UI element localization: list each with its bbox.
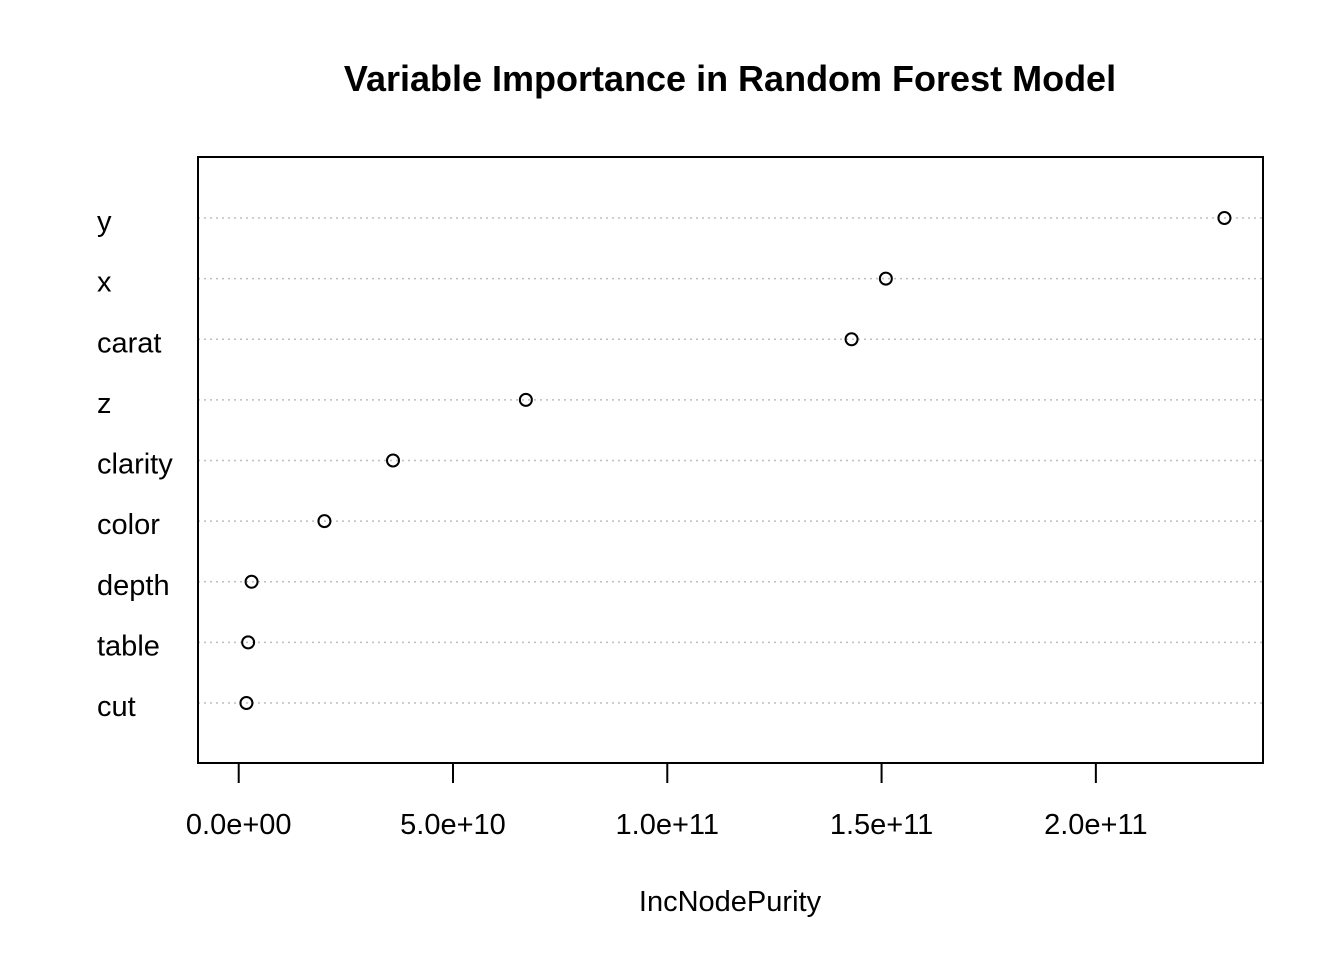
data-point-carat bbox=[844, 332, 859, 347]
data-point-clarity bbox=[386, 453, 400, 468]
category-label-x: x bbox=[97, 267, 112, 299]
category-label-clarity: clarity bbox=[97, 449, 173, 481]
category-label-depth: depth bbox=[97, 570, 170, 602]
x-tick-label-1: 5.0e+10 bbox=[400, 809, 506, 841]
data-point-color bbox=[317, 514, 332, 529]
x-axis: 0.0e+00 5.0e+10 1.0e+11 1.5e+11 2.0e+11 bbox=[186, 762, 1148, 841]
data-point-x bbox=[878, 271, 893, 286]
x-tick-label-0: 0.0e+00 bbox=[186, 809, 292, 841]
category-label-cut: cut bbox=[97, 691, 136, 723]
data-point-y bbox=[1217, 211, 1232, 225]
x-tick-label-3: 1.5e+11 bbox=[830, 809, 933, 841]
data-points bbox=[239, 211, 1232, 710]
category-label-y: y bbox=[97, 206, 112, 238]
category-label-color: color bbox=[97, 509, 160, 541]
category-label-z: z bbox=[97, 388, 112, 420]
grid-lines bbox=[198, 217, 1263, 704]
category-labels: yx carat z clarity color depth table cut bbox=[97, 206, 173, 723]
x-tick-label-4: 2.0e+11 bbox=[1044, 809, 1147, 841]
x-axis-label: IncNodePurity bbox=[639, 886, 822, 918]
chart-title: Variable Importance in Random Forest Mod… bbox=[344, 58, 1116, 99]
data-point-cut bbox=[239, 696, 254, 710]
plot-frame bbox=[197, 156, 1264, 764]
category-label-table: table bbox=[97, 630, 160, 662]
data-point-table bbox=[241, 635, 256, 650]
data-point-z bbox=[518, 392, 533, 407]
category-label-carat: carat bbox=[97, 327, 161, 359]
x-tick-label-2: 1.0e+11 bbox=[616, 809, 719, 841]
data-point-depth bbox=[244, 574, 259, 589]
